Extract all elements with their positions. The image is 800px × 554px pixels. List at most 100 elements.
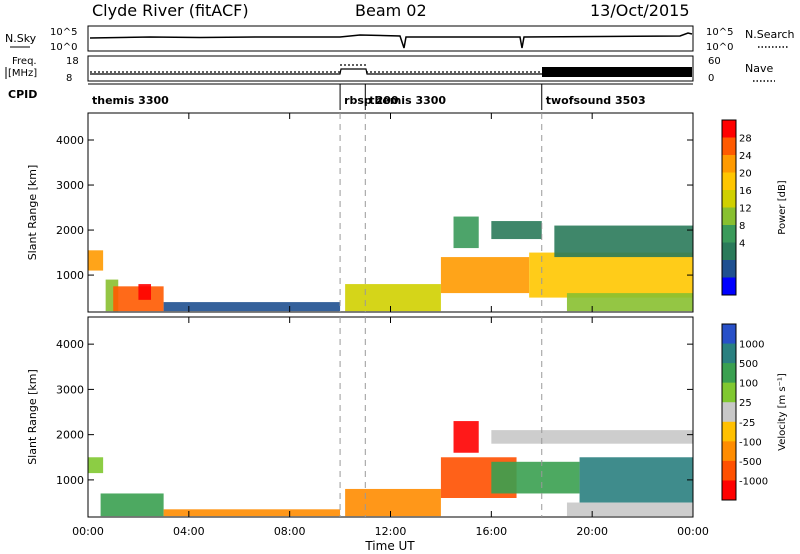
x-tick-label: 00:00 bbox=[72, 525, 104, 538]
colorbar-tick-label: -25 bbox=[739, 418, 755, 429]
heatmap-cell bbox=[100, 493, 164, 517]
sky-trace bbox=[89, 32, 693, 49]
colorbar-tick-label: -1000 bbox=[739, 476, 768, 487]
heatmap-cell bbox=[579, 457, 693, 503]
heatmap-cell bbox=[453, 421, 479, 453]
heatmap-cell bbox=[88, 457, 104, 474]
y-tick-label: 4000 bbox=[56, 134, 84, 147]
heatmap-cell bbox=[88, 250, 104, 271]
y-axis-label: Slant Range [km] bbox=[26, 165, 39, 261]
colorbar-label: Velocity [m s⁻¹] bbox=[777, 373, 788, 451]
y-tick-label: 4000 bbox=[56, 338, 84, 351]
colorbar-tick-label: -100 bbox=[739, 437, 762, 448]
x-tick-label: 00:00 bbox=[677, 525, 709, 538]
x-tick-label: 04:00 bbox=[173, 525, 205, 538]
freq-label-2: [MHz] bbox=[8, 68, 37, 79]
colorbar-frame bbox=[721, 119, 737, 296]
colorbar-tick-label: 24 bbox=[739, 151, 752, 162]
colorbar-swatch bbox=[722, 480, 736, 501]
sky-tick-bottom-right: 10^0 bbox=[706, 42, 733, 53]
y-tick-label: 3000 bbox=[56, 179, 84, 192]
beam-title: Beam 02 bbox=[355, 1, 427, 20]
colorbar-tick-label: 8 bbox=[739, 221, 745, 232]
colorbar-swatch bbox=[722, 225, 736, 243]
y-tick-label: 1000 bbox=[56, 269, 84, 282]
colorbar-swatch bbox=[722, 172, 736, 191]
colorbar-frame bbox=[721, 323, 737, 501]
sky-label: N.Sky bbox=[5, 32, 37, 45]
heatmap-cell bbox=[491, 461, 580, 494]
colorbar-tick-label: 16 bbox=[739, 186, 752, 197]
search-label: N.Search bbox=[745, 28, 795, 41]
nave-label: Nave bbox=[745, 62, 773, 75]
heatmap-cell bbox=[566, 293, 693, 312]
freq-tick-top: 18 bbox=[66, 56, 79, 67]
power-panel: 1000 2000 3000 4000 Slant Range [km] 28 24 20 16… bbox=[26, 112, 788, 313]
colorbar-tick-label: 20 bbox=[739, 169, 752, 180]
colorbar-tick-label: 500 bbox=[739, 359, 758, 370]
nave-tick-bottom: 0 bbox=[708, 73, 714, 84]
heatmap-cell bbox=[440, 257, 530, 294]
colorbar-label: Power [dB] bbox=[777, 180, 788, 235]
sky-tick-top: 10^5 bbox=[50, 27, 77, 38]
x-axis-label: Time UT bbox=[364, 539, 415, 553]
freq-trace bbox=[90, 68, 692, 75]
colorbar-swatch bbox=[722, 382, 736, 403]
colorbar-tick-label: 12 bbox=[739, 204, 752, 215]
cpid-segment-label: twofsound 3503 bbox=[546, 94, 646, 107]
heatmap-cell bbox=[529, 252, 693, 298]
colorbar-swatch bbox=[722, 137, 736, 156]
colorbar-swatch bbox=[722, 324, 736, 345]
cpid-segment-label: themis 3300 bbox=[92, 94, 169, 107]
colorbar-swatch bbox=[722, 402, 736, 423]
nave-tick-top: 60 bbox=[708, 56, 721, 67]
y-tick-label: 3000 bbox=[56, 383, 84, 396]
colorbar-swatch bbox=[722, 277, 736, 296]
heatmap-cell bbox=[453, 216, 479, 249]
colorbar-tick-label: 1000 bbox=[739, 340, 764, 351]
cpid-segment-label: themis 3300 bbox=[369, 94, 446, 107]
freq-panel-frame bbox=[87, 55, 694, 82]
nave-dense-block bbox=[542, 67, 692, 77]
colorbar-swatch bbox=[722, 421, 736, 442]
y-axis-label: Slant Range [km] bbox=[26, 369, 39, 465]
colorbar-tick-label: -500 bbox=[739, 457, 762, 468]
heatmap-cell bbox=[345, 284, 441, 312]
sky-panel-frame bbox=[87, 25, 694, 52]
heatmap-cell bbox=[345, 488, 441, 517]
x-tick-label: 08:00 bbox=[274, 525, 306, 538]
colorbar-swatch bbox=[722, 441, 736, 462]
colorbar-swatch bbox=[722, 190, 736, 208]
heatmap-cell bbox=[491, 221, 542, 240]
colorbar-swatch bbox=[722, 343, 736, 364]
colorbar-swatch bbox=[722, 207, 736, 226]
colorbar-swatch bbox=[722, 460, 736, 481]
colorbar-swatch bbox=[722, 260, 736, 278]
heatmap-cell bbox=[491, 430, 693, 444]
colorbar-swatch bbox=[722, 120, 736, 138]
y-tick-label: 1000 bbox=[56, 474, 84, 487]
cpid-label: CPID bbox=[8, 88, 37, 101]
x-tick-label: 12:00 bbox=[375, 525, 407, 538]
freq-label-1: Freq. bbox=[12, 56, 37, 67]
colorbar-tick-label: 4 bbox=[739, 239, 745, 250]
sky-tick-top-right: 10^5 bbox=[706, 27, 733, 38]
heatmap-cell bbox=[163, 302, 341, 312]
colorbar-tick-label: 100 bbox=[739, 379, 758, 390]
colorbar-tick-label: 28 bbox=[739, 134, 752, 145]
y-tick-label: 2000 bbox=[56, 224, 84, 237]
velocity-panel: 1000 2000 3000 4000 Slant Range [km] 1000 500 1… bbox=[26, 316, 788, 538]
x-tick-label: 20:00 bbox=[576, 525, 608, 538]
nave-trace bbox=[90, 64, 542, 73]
date-title: 13/Oct/2015 bbox=[590, 1, 690, 20]
cpid-segment-label: rbsp 200 bbox=[344, 94, 399, 107]
sky-tick-bottom: 10^0 bbox=[50, 42, 77, 53]
freq-tick-bottom: 8 bbox=[66, 73, 72, 84]
y-tick-label: 2000 bbox=[56, 429, 84, 442]
heatmap-cell bbox=[554, 225, 693, 258]
x-tick-label: 16:00 bbox=[475, 525, 507, 538]
heatmap-cell bbox=[163, 509, 341, 517]
colorbar-swatch bbox=[722, 363, 736, 384]
